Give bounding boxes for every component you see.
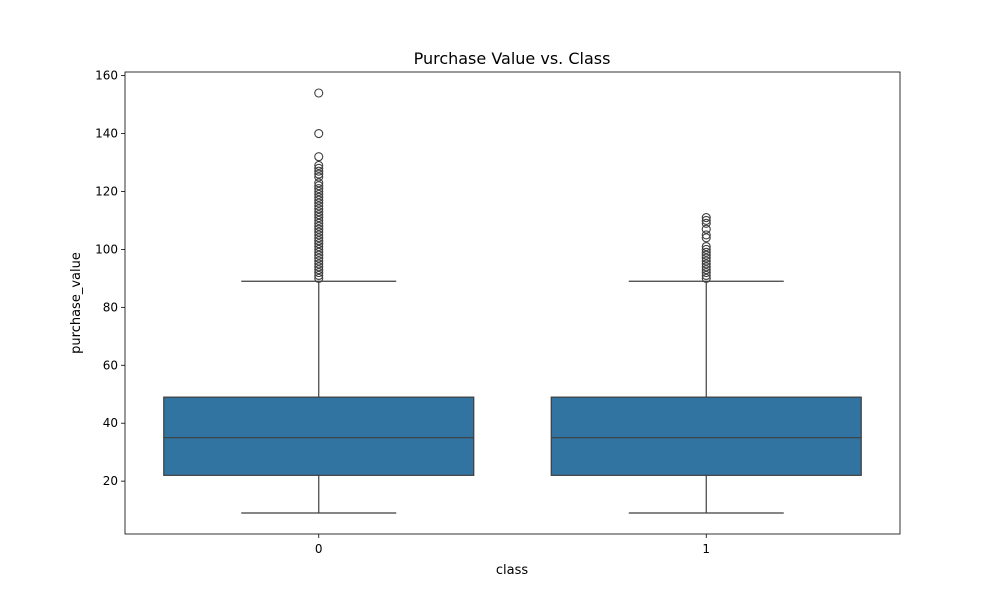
outlier-point [701,224,711,234]
outlier-point [314,218,324,228]
outlier-point [701,270,711,281]
outlier-point [314,270,324,281]
iqr-box [163,396,475,476]
outlier-point [314,265,324,275]
outlier-point [314,207,324,217]
outlier-point [314,189,324,199]
outlier-point [314,215,324,225]
outlier-point [314,233,324,243]
outlier-point [314,268,324,278]
outlier-point [701,247,711,257]
outlier-point [314,210,324,220]
outlier-point [701,259,711,269]
outlier-point [314,163,324,173]
outlier-point [314,244,324,254]
plot-area-frame [124,71,901,535]
y-axis-label: purchase_value [69,252,84,354]
chart-marks: 20 40 60 80 100 120 140 160 0 1 [95,69,862,556]
outlier-point [701,244,711,254]
outlier-point [314,256,324,266]
outlier-point [314,160,324,170]
outlier-point [701,215,711,225]
outlier-point [314,239,324,249]
outlier-point [314,221,324,231]
iqr-box [550,396,862,476]
y-tick-label: 120 [95,184,118,198]
outlier-point [701,265,711,275]
y-tick-label: 140 [95,127,118,141]
outlier-point [314,227,324,237]
x-axis-label: class [496,563,528,578]
outlier-point [314,166,324,176]
outlier-point [701,250,711,260]
outlier-point [314,181,324,191]
outlier-point [701,230,711,240]
chart-title: Purchase Value vs. Class [414,49,611,68]
outlier-point [314,213,324,223]
outlier-point [701,256,711,266]
y-tick-label: 40 [103,416,118,430]
outlier-point [314,250,324,260]
outlier-point [314,253,324,263]
y-tick-label: 60 [103,358,118,372]
outlier-point [314,192,324,202]
outlier-point [314,88,324,98]
outlier-point [314,247,324,257]
outlier-point [314,224,324,234]
outlier-point [314,236,324,246]
outlier-point [314,201,324,211]
outlier-point [314,241,324,252]
outlier-point [314,184,324,194]
outlier-point [314,186,324,197]
outlier-point [314,230,324,240]
outlier-point [314,172,324,182]
outlier-point [314,262,324,272]
outlier-point [314,129,324,139]
outlier-point [314,273,324,283]
outlier-point [314,259,324,269]
outlier-point [701,241,711,252]
outlier-point [701,213,711,223]
outlier-point [701,268,711,278]
y-tick-label: 20 [103,474,118,488]
outlier-point [701,233,711,243]
outlier-point [701,253,711,263]
outlier-point [314,204,324,214]
outlier-point [314,198,324,208]
outlier-point [314,195,324,205]
outlier-point [701,262,711,272]
outlier-point [314,169,324,179]
y-tick-label: 80 [103,300,118,314]
y-tick-label: 100 [95,242,118,256]
outlier-point [701,273,711,283]
outlier-point [701,218,711,228]
x-tick-label: 1 [702,542,710,556]
outlier-point [314,152,324,162]
y-tick-label: 160 [95,69,118,83]
x-tick-label: 0 [315,542,323,556]
outlier-point [314,178,324,188]
